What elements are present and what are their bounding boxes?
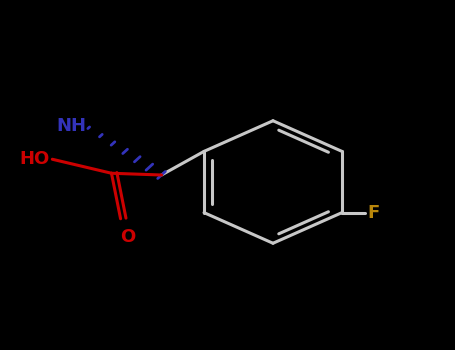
Text: F: F <box>367 204 379 222</box>
Text: O: O <box>120 228 135 245</box>
Text: HO: HO <box>20 150 50 168</box>
Text: NH: NH <box>56 117 86 135</box>
